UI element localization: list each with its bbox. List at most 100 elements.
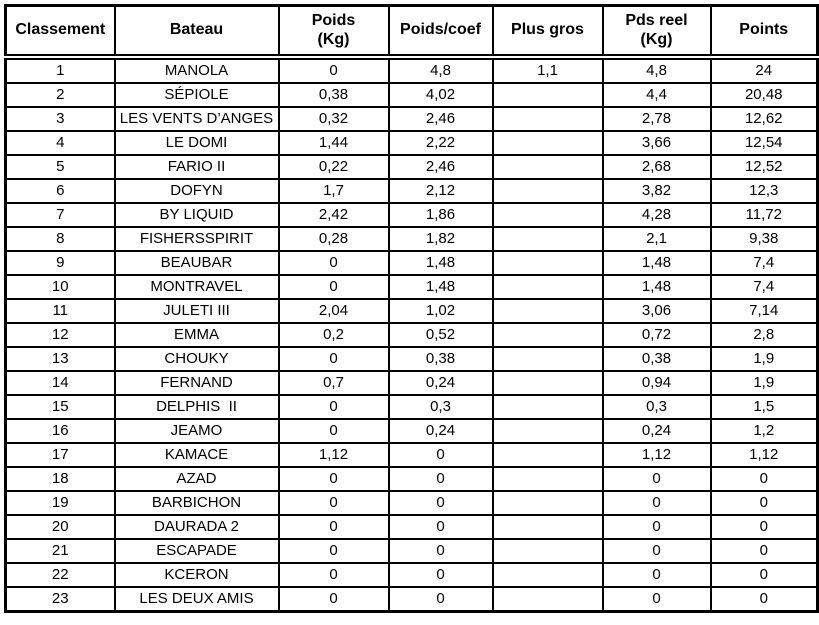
cell-classement: 23 <box>4 586 116 613</box>
cell-bateau: FISHERSSPIRIT <box>113 226 280 252</box>
cell-classement: 12 <box>4 322 116 348</box>
table-row: 7 BY LIQUID 2,42 1,86 4,28 11,72 <box>4 202 819 228</box>
cell-poids-kg: 0 <box>277 274 390 300</box>
cell-points: 12,3 <box>709 178 819 204</box>
cell-classement: 5 <box>4 154 116 180</box>
cell-poids-coef: 1,02 <box>387 298 494 324</box>
cell-points: 12,54 <box>709 130 819 156</box>
cell-poids-coef: 0 <box>387 466 494 492</box>
cell-poids-kg: 0 <box>277 538 390 564</box>
cell-points: 0 <box>709 466 819 492</box>
cell-pds-reel-kg: 3,66 <box>601 130 712 156</box>
cell-poids-kg: 0 <box>277 418 390 444</box>
cell-poids-coef: 0,24 <box>387 370 494 396</box>
cell-pds-reel-kg: 1,48 <box>601 274 712 300</box>
cell-bateau: LE DOMI <box>113 130 280 156</box>
cell-plus-gros <box>491 586 604 613</box>
table-row: 1 MANOLA 0 4,8 1,1 4,8 24 <box>4 56 819 84</box>
cell-bateau: MONTRAVEL <box>113 274 280 300</box>
col-header-poids-kg: Poids (Kg) <box>277 4 390 60</box>
table-row: 5 FARIO II 0,22 2,46 2,68 12,52 <box>4 154 819 180</box>
table-row: 15 DELPHIS II 0 0,3 0,3 1,5 <box>4 394 819 420</box>
cell-points: 1,12 <box>709 442 819 468</box>
cell-classement: 9 <box>4 250 116 276</box>
cell-plus-gros <box>491 442 604 468</box>
cell-poids-kg: 2,42 <box>277 202 390 228</box>
cell-points: 24 <box>709 56 819 84</box>
cell-points: 11,72 <box>709 202 819 228</box>
cell-pds-reel-kg: 0,24 <box>601 418 712 444</box>
cell-classement: 20 <box>4 514 116 540</box>
cell-classement: 21 <box>4 538 116 564</box>
cell-poids-coef: 0,38 <box>387 346 494 372</box>
cell-plus-gros <box>491 178 604 204</box>
cell-bateau: LES VENTS D’ANGES <box>113 106 280 132</box>
cell-pds-reel-kg: 3,82 <box>601 178 712 204</box>
cell-plus-gros <box>491 274 604 300</box>
cell-points: 0 <box>709 562 819 588</box>
cell-plus-gros <box>491 538 604 564</box>
cell-plus-gros <box>491 562 604 588</box>
cell-points: 0 <box>709 490 819 516</box>
cell-poids-kg: 0 <box>277 250 390 276</box>
cell-plus-gros <box>491 370 604 396</box>
cell-pds-reel-kg: 1,12 <box>601 442 712 468</box>
cell-classement: 8 <box>4 226 116 252</box>
cell-poids-kg: 0,2 <box>277 322 390 348</box>
cell-pds-reel-kg: 0 <box>601 586 712 613</box>
cell-classement: 10 <box>4 274 116 300</box>
cell-poids-coef: 1,86 <box>387 202 494 228</box>
cell-classement: 13 <box>4 346 116 372</box>
table-row: 8 FISHERSSPIRIT 0,28 1,82 2,1 9,38 <box>4 226 819 252</box>
cell-points: 1,5 <box>709 394 819 420</box>
header-row: Classement Bateau Poids (Kg) Poids/coef … <box>4 4 819 60</box>
cell-poids-kg: 0 <box>277 586 390 613</box>
cell-bateau: FARIO II <box>113 154 280 180</box>
cell-poids-kg: 2,04 <box>277 298 390 324</box>
cell-points: 1,2 <box>709 418 819 444</box>
cell-points: 20,48 <box>709 82 819 108</box>
cell-poids-coef: 2,12 <box>387 178 494 204</box>
cell-pds-reel-kg: 4,8 <box>601 56 712 84</box>
cell-pds-reel-kg: 2,1 <box>601 226 712 252</box>
cell-pds-reel-kg: 3,06 <box>601 298 712 324</box>
cell-poids-kg: 0 <box>277 490 390 516</box>
cell-classement: 1 <box>4 56 116 84</box>
cell-poids-coef: 2,22 <box>387 130 494 156</box>
cell-classement: 18 <box>4 466 116 492</box>
cell-classement: 16 <box>4 418 116 444</box>
cell-plus-gros <box>491 322 604 348</box>
table-row: 9 BEAUBAR 0 1,48 1,48 7,4 <box>4 250 819 276</box>
cell-pds-reel-kg: 0,3 <box>601 394 712 420</box>
cell-bateau: SÉPIOLE <box>113 82 280 108</box>
cell-poids-kg: 0 <box>277 394 390 420</box>
classification-table: Classement Bateau Poids (Kg) Poids/coef … <box>4 4 819 613</box>
cell-classement: 14 <box>4 370 116 396</box>
cell-poids-kg: 0,7 <box>277 370 390 396</box>
cell-pds-reel-kg: 2,78 <box>601 106 712 132</box>
cell-points: 0 <box>709 538 819 564</box>
cell-bateau: KCERON <box>113 562 280 588</box>
cell-points: 7,14 <box>709 298 819 324</box>
cell-classement: 15 <box>4 394 116 420</box>
cell-poids-coef: 4,02 <box>387 82 494 108</box>
cell-bateau: DELPHIS II <box>113 394 280 420</box>
cell-plus-gros <box>491 82 604 108</box>
table-row: 18 AZAD 0 0 0 0 <box>4 466 819 492</box>
cell-bateau: DOFYN <box>113 178 280 204</box>
col-header-bateau: Bateau <box>113 4 280 60</box>
cell-poids-kg: 1,7 <box>277 178 390 204</box>
table-row: 23 LES DEUX AMIS 0 0 0 0 <box>4 586 819 613</box>
cell-pds-reel-kg: 0 <box>601 562 712 588</box>
cell-points: 1,9 <box>709 370 819 396</box>
cell-poids-kg: 0 <box>277 514 390 540</box>
table-row: 13 CHOUKY 0 0,38 0,38 1,9 <box>4 346 819 372</box>
cell-classement: 19 <box>4 490 116 516</box>
table-row: 17 KAMACE 1,12 0 1,12 1,12 <box>4 442 819 468</box>
cell-poids-coef: 0 <box>387 538 494 564</box>
cell-plus-gros <box>491 490 604 516</box>
cell-poids-kg: 0 <box>277 56 390 84</box>
cell-plus-gros <box>491 202 604 228</box>
cell-bateau: JULETI III <box>113 298 280 324</box>
cell-poids-coef: 0 <box>387 562 494 588</box>
